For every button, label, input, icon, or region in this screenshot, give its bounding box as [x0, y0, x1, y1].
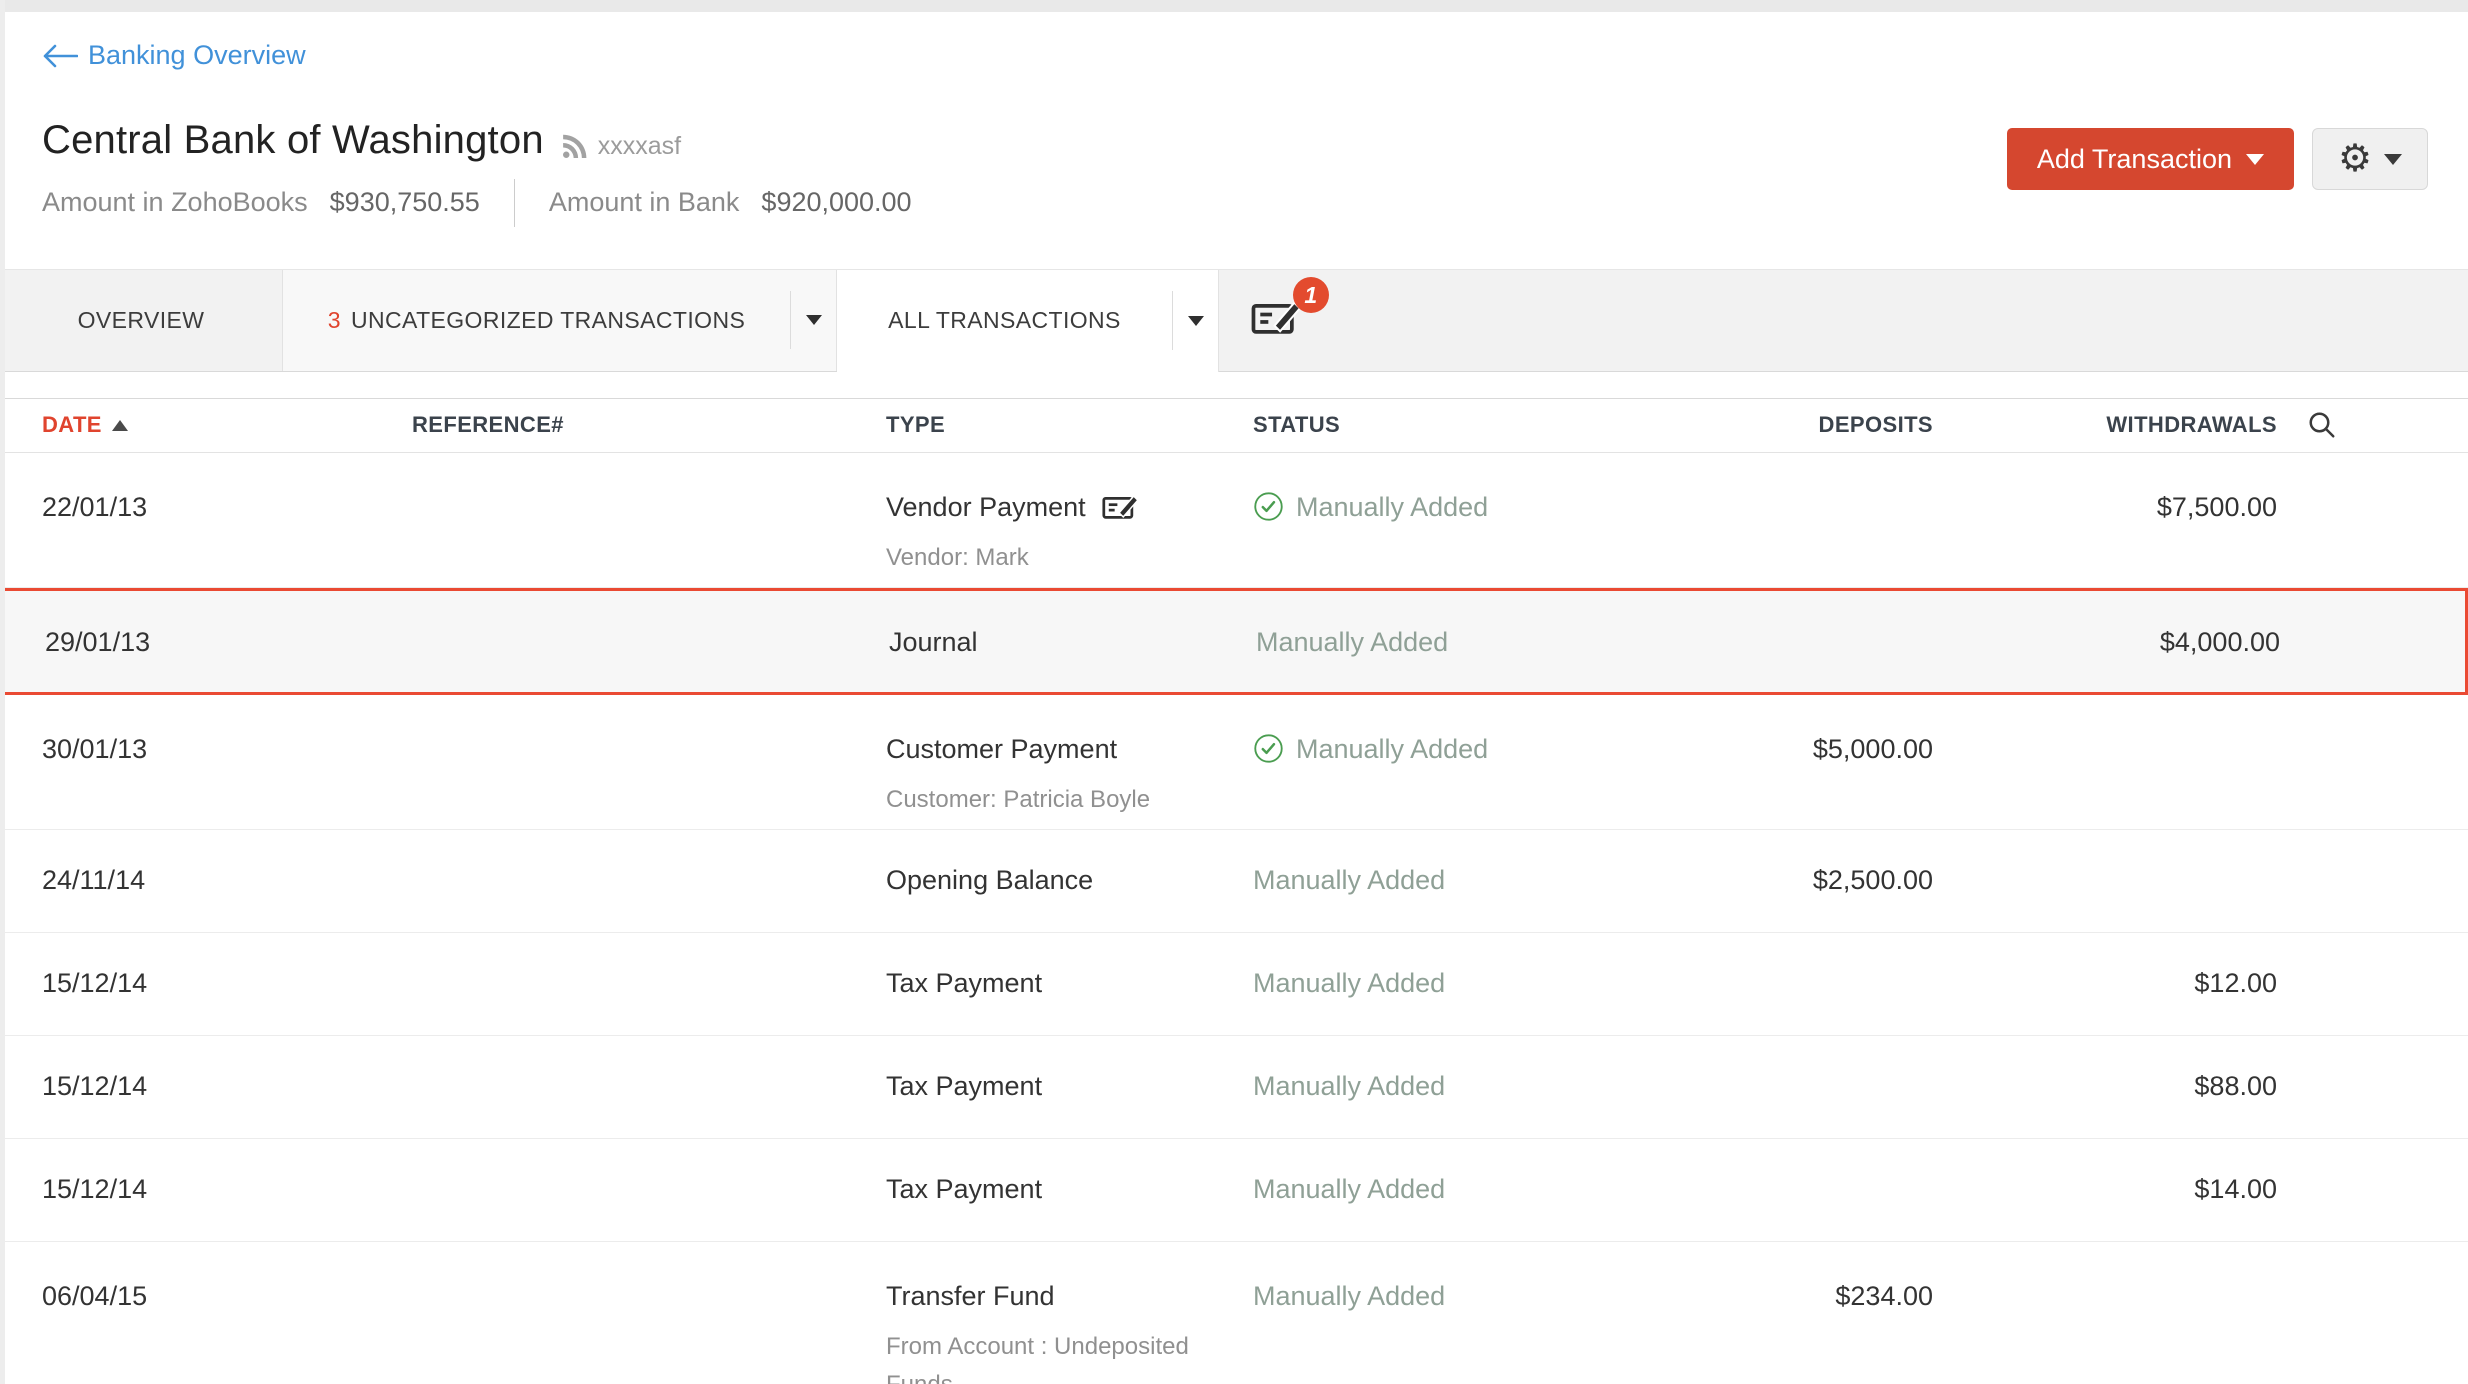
column-header-type[interactable]: TYPE: [886, 412, 1253, 438]
cell-type-note: Vendor: Mark: [886, 539, 1216, 577]
cell-status: Manually Added: [1256, 626, 1448, 658]
table-row[interactable]: 15/12/14 Tax Payment Manually Added $88.…: [0, 1036, 2468, 1139]
column-header-deposits[interactable]: DEPOSITS: [1653, 412, 1933, 438]
caret-down-icon: [806, 315, 822, 325]
table-row[interactable]: 15/12/14 Tax Payment Manually Added $12.…: [0, 933, 2468, 1036]
cell-type: Opening Balance: [886, 864, 1093, 896]
cell-status: Manually Added: [1296, 733, 1488, 765]
cell-date: 15/12/14: [42, 1173, 412, 1205]
transactions-table-body: 22/01/13 Vendor Payment Vendor: Mark: [0, 453, 2468, 1384]
settings-button[interactable]: ⚙: [2312, 128, 2428, 190]
sort-ascending-icon: [112, 420, 128, 431]
cell-type: Tax Payment: [886, 1070, 1042, 1102]
cell-date: 15/12/14: [42, 967, 412, 999]
tab-uncategorized-dropdown[interactable]: [790, 291, 836, 350]
verified-check-icon: [1253, 733, 1284, 764]
caret-down-icon: [1188, 316, 1204, 326]
amount-in-bank-label: Amount in Bank: [549, 187, 740, 218]
pending-count-badge: 1: [1293, 277, 1329, 313]
cell-date: 06/04/15: [42, 1280, 412, 1312]
amount-in-zohobooks-value: $930,750.55: [330, 187, 480, 218]
cell-deposit: $5,000.00: [1653, 733, 1933, 765]
cell-withdrawal: $88.00: [1933, 1070, 2277, 1102]
tab-uncategorized-label: UNCATEGORIZED TRANSACTIONS: [351, 307, 745, 334]
window-top-edge: [0, 0, 2468, 12]
account-code: xxxxasf: [598, 132, 681, 161]
amounts-divider: [514, 179, 515, 227]
caret-down-icon: [2384, 154, 2402, 165]
cell-date: 29/01/13: [45, 626, 415, 658]
column-header-date[interactable]: DATE: [42, 412, 412, 438]
cell-date: 30/01/13: [42, 733, 412, 765]
cell-withdrawal: $4,000.00: [1936, 626, 2280, 658]
cell-deposit: $234.00: [1653, 1280, 1933, 1312]
search-icon[interactable]: [2277, 410, 2468, 440]
cell-date: 24/11/14: [42, 864, 412, 896]
add-transaction-label: Add Transaction: [2037, 144, 2232, 175]
tab-all-transactions-label: ALL TRANSACTIONS: [888, 307, 1121, 334]
table-row[interactable]: 22/01/13 Vendor Payment Vendor: Mark: [0, 453, 2468, 588]
edit-transaction-icon[interactable]: [1102, 492, 1140, 521]
cell-type-note: From Account : Undeposited Funds: [886, 1328, 1216, 1384]
back-link-label: Banking Overview: [88, 40, 306, 71]
cell-deposit: $2,500.00: [1653, 864, 1933, 896]
cell-type: Transfer Fund: [886, 1280, 1055, 1312]
table-row[interactable]: 29/01/13 Journal Manually Added $4,000.0…: [0, 588, 2468, 695]
amount-in-zohobooks-label: Amount in ZohoBooks: [42, 187, 308, 218]
tab-overview-label: OVERVIEW: [78, 307, 205, 334]
cell-type: Tax Payment: [886, 967, 1042, 999]
cell-type: Tax Payment: [886, 1173, 1042, 1205]
cell-withdrawal: $7,500.00: [1933, 491, 2277, 523]
page-header: Banking Overview Central Bank of Washing…: [0, 0, 2468, 227]
cell-type-note: Customer: Patricia Boyle: [886, 781, 1216, 819]
column-header-withdrawals[interactable]: WITHDRAWALS: [1933, 412, 2277, 438]
cell-type: Customer Payment: [886, 733, 1117, 765]
cell-date: 15/12/14: [42, 1070, 412, 1102]
cell-status: Manually Added: [1253, 967, 1445, 999]
table-row[interactable]: 06/04/15 Transfer Fund From Account : Un…: [0, 1242, 2468, 1384]
table-row[interactable]: 15/12/14 Tax Payment Manually Added $14.…: [0, 1139, 2468, 1242]
uncategorized-count: 3: [328, 307, 341, 334]
tab-uncategorized-transactions[interactable]: 3 UNCATEGORIZED TRANSACTIONS: [283, 270, 837, 371]
cell-status: Manually Added: [1296, 491, 1488, 523]
cell-type: Vendor Payment: [886, 491, 1086, 523]
cell-type: Journal: [889, 626, 978, 658]
tab-overview[interactable]: OVERVIEW: [0, 270, 283, 371]
cell-withdrawal: $14.00: [1933, 1173, 2277, 1205]
cell-status: Manually Added: [1253, 1070, 1445, 1102]
cell-status: Manually Added: [1253, 1173, 1445, 1205]
cell-withdrawal: $12.00: [1933, 967, 2277, 999]
column-header-date-label: DATE: [42, 412, 102, 438]
column-header-status[interactable]: STATUS: [1253, 412, 1653, 438]
tab-all-transactions[interactable]: ALL TRANSACTIONS: [837, 270, 1219, 372]
gear-icon: ⚙: [2338, 140, 2372, 178]
page-title: Central Bank of Washington: [42, 118, 544, 163]
window-left-edge: [0, 0, 5, 1384]
caret-down-icon: [2246, 154, 2264, 165]
tab-bar: OVERVIEW 3 UNCATEGORIZED TRANSACTIONS AL…: [0, 269, 2468, 372]
add-transaction-button[interactable]: Add Transaction: [2007, 128, 2294, 190]
table-row[interactable]: 24/11/14 Opening Balance Manually Added …: [0, 830, 2468, 933]
column-header-reference[interactable]: REFERENCE#: [412, 412, 886, 438]
cell-status: Manually Added: [1253, 1280, 1445, 1312]
amount-in-bank-value: $920,000.00: [761, 187, 911, 218]
table-header-row: DATE REFERENCE# TYPE STATUS DEPOSITS WIT…: [0, 398, 2468, 453]
cell-status: Manually Added: [1253, 864, 1445, 896]
back-arrow-icon: [42, 43, 78, 69]
table-row[interactable]: 30/01/13 Customer Payment Customer: Patr…: [0, 695, 2468, 830]
feed-icon: [560, 131, 590, 161]
back-link[interactable]: Banking Overview: [42, 40, 306, 71]
tab-all-transactions-dropdown[interactable]: [1172, 291, 1218, 350]
cell-date: 22/01/13: [42, 491, 412, 523]
manually-added-transactions-tab[interactable]: 1: [1219, 270, 1335, 371]
verified-check-icon: [1253, 491, 1284, 522]
